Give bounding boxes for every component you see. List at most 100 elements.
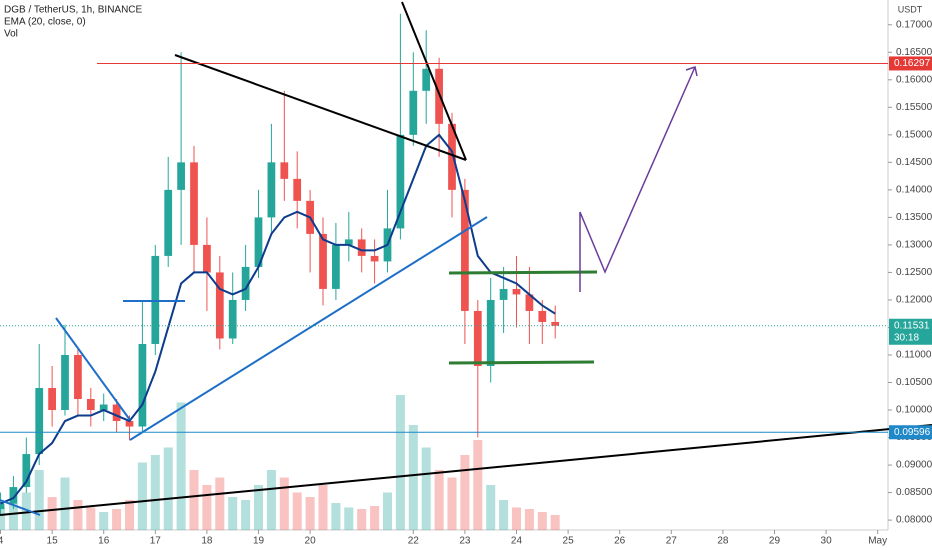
volume-bar [434, 470, 444, 530]
candle-body [35, 388, 44, 455]
volume-bar [292, 492, 302, 530]
volume-bar [499, 500, 509, 530]
volume-bar [537, 512, 547, 530]
candle-body [228, 299, 237, 339]
volume-bar [408, 425, 418, 530]
x-tick-label: 27 [666, 536, 678, 547]
candle-body [448, 123, 456, 190]
x-tick-label: 24 [511, 536, 523, 547]
x-tick-label: May [868, 536, 887, 547]
price-label-box [889, 56, 932, 71]
y-tick-label: 0.14500 [896, 157, 932, 168]
candle-body [332, 244, 340, 289]
candle-body [551, 321, 560, 326]
candle-body [74, 354, 82, 400]
y-tick-label: 0.13000 [896, 240, 932, 251]
candle-body [396, 134, 405, 229]
trendline [0, 424, 932, 516]
volume-label: Vol [4, 29, 18, 40]
last-price-label: 0.11531 [894, 320, 930, 331]
candle-body [357, 239, 366, 256]
y-tick-label: 0.15500 [896, 102, 932, 113]
candle-body [525, 294, 534, 311]
volume-bar [460, 455, 470, 530]
candle-body [370, 255, 379, 262]
y-tick-label: 0.15000 [896, 129, 932, 140]
volume-bar [163, 447, 173, 530]
trendline [401, 1, 467, 161]
candle-body [164, 189, 173, 256]
x-tick-label: 30 [821, 536, 833, 547]
currency-label: USDT [898, 4, 923, 14]
drawings [0, 1, 932, 516]
volume-bar [137, 462, 147, 530]
candle-body [319, 233, 327, 289]
volume-bar [447, 477, 457, 530]
candle-body [280, 162, 289, 179]
candle-body [293, 178, 302, 201]
y-tick-label: 0.17000 [896, 19, 932, 30]
candle-body [9, 487, 18, 504]
x-tick-label: 26 [614, 536, 626, 547]
volume-bar [253, 485, 264, 530]
x-tick-label: 22 [408, 536, 420, 547]
y-tick-label: 0.13500 [896, 212, 932, 223]
x-tick-label: 18 [201, 536, 213, 547]
x-tick-label: 29 [769, 536, 781, 547]
x-tick-label: 4 [0, 536, 4, 547]
candle-body [203, 244, 211, 273]
volume-bar [202, 485, 212, 530]
volume-bar [266, 470, 276, 530]
range-line [448, 360, 595, 365]
candle-body [0, 503, 5, 510]
candle-body [422, 68, 431, 91]
volume-bar [486, 485, 496, 530]
price-label-box [889, 425, 932, 440]
volume-bar [112, 509, 122, 530]
x-tick-label: 28 [717, 536, 729, 547]
volume-bar [124, 500, 135, 530]
y-tick-label: 0.14000 [896, 185, 932, 196]
volume-bar [524, 509, 534, 530]
symbol-title: DGB / TetherUS, 1h, BINANCE [4, 5, 143, 16]
candle-body [267, 162, 276, 218]
volume-bar [357, 509, 367, 530]
candle-body [61, 354, 69, 411]
y-tick-label: 0.16500 [896, 47, 932, 58]
candle-body [48, 388, 56, 411]
volume-bar [305, 497, 315, 530]
y-tick-label: 0.08000 [896, 515, 932, 526]
volume-bar [0, 507, 6, 530]
candle-body [112, 404, 121, 422]
candle-body [486, 299, 495, 366]
volume-bar [331, 503, 341, 530]
trendline [174, 54, 467, 161]
volume-bar [150, 455, 160, 530]
price-label: 0.09596 [894, 427, 931, 438]
volume-bar [176, 402, 186, 530]
countdown-label: 30:18 [894, 332, 919, 343]
volume-bar [21, 492, 31, 530]
candle-body [344, 239, 353, 245]
candle-body [473, 310, 482, 366]
volume-bar [215, 477, 225, 530]
volume-bar [382, 492, 393, 530]
volume-bar [34, 470, 44, 530]
y-tick-label: 0.10500 [896, 377, 932, 388]
x-tick-label: 17 [150, 536, 162, 547]
volume-bar [279, 477, 289, 530]
candle-body [512, 288, 521, 295]
candle-body [99, 404, 108, 411]
candle-body [22, 454, 31, 488]
volume-bar [86, 507, 96, 530]
volume-bar [73, 500, 83, 530]
candle-body [215, 272, 224, 339]
plot [0, 13, 560, 530]
volume-bar [60, 477, 70, 530]
volume-bar [344, 507, 354, 530]
projection-arrow [685, 66, 698, 77]
trendline [129, 216, 488, 441]
volume-bar [8, 503, 18, 530]
candle-body [461, 189, 469, 311]
y-tick-label: 0.08500 [896, 487, 932, 498]
